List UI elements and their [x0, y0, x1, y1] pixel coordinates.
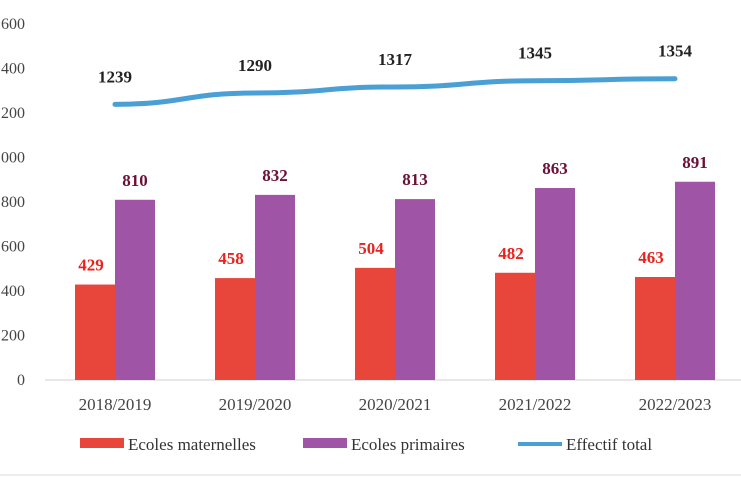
data-label-maternelles: 429 [78, 256, 104, 275]
data-label-primaires: 891 [682, 153, 708, 172]
y-tick-label: 1600 [0, 16, 25, 33]
bar-primaires [535, 187, 575, 380]
y-tick-label: 1000 [0, 150, 25, 167]
x-tick-label: 2018/2019 [79, 395, 152, 414]
legend-swatch-primaires [303, 438, 347, 448]
data-label-total: 1354 [658, 42, 693, 61]
bars-group: 429 810 458 832 504 813 482 863 463 891 [75, 153, 715, 380]
data-label-total: 1239 [98, 67, 132, 86]
bar-primaires [115, 199, 155, 380]
data-label-maternelles: 463 [638, 248, 664, 267]
bar-primaires [675, 181, 715, 380]
bar-primaires [255, 194, 295, 380]
data-label-maternelles: 458 [218, 249, 244, 268]
y-tick-label: 0 [17, 372, 25, 389]
legend-swatch-maternelles [80, 438, 124, 448]
y-tick-label: 1400 [0, 61, 25, 78]
line-effectif-total [112, 76, 678, 107]
y-tick-label: 400 [1, 283, 25, 300]
data-label-total: 1290 [238, 56, 272, 75]
x-tick-label: 2022/2023 [639, 395, 712, 414]
data-label-maternelles: 504 [358, 239, 384, 258]
bar-maternelles [355, 267, 395, 380]
y-tick-label: 1200 [0, 105, 25, 122]
bar-maternelles [75, 284, 115, 380]
data-label-total: 1317 [378, 50, 413, 69]
data-label-maternelles: 482 [498, 244, 524, 263]
legend-label-maternelles: Ecoles maternelles [128, 435, 256, 454]
total-line-group: 1239 1290 1317 1345 1354 [98, 42, 693, 107]
y-tick-label: 200 [1, 328, 25, 345]
data-label-primaires: 813 [402, 170, 428, 189]
data-label-primaires: 863 [542, 159, 568, 178]
bar-maternelles [215, 278, 255, 380]
x-tick-label: 2021/2022 [499, 395, 572, 414]
bar-maternelles [495, 272, 535, 380]
bar-primaires [395, 199, 435, 380]
x-tick-label: 2020/2021 [359, 395, 432, 414]
legend-label-total: Effectif total [566, 435, 652, 454]
y-axis: 0 200 400 600 800 1000 1200 1400 1600 [0, 16, 25, 389]
data-label-primaires: 810 [122, 171, 148, 190]
x-axis: 2018/2019 2019/2020 2020/2021 2021/2022 2022… [79, 395, 712, 414]
data-label-total: 1345 [518, 44, 552, 63]
bar-maternelles [635, 276, 675, 380]
x-tick-label: 2019/2020 [219, 395, 292, 414]
y-tick-label: 800 [1, 194, 25, 211]
y-tick-label: 600 [1, 239, 25, 256]
legend: Ecoles maternelles Ecoles primaires Effe… [80, 435, 652, 454]
data-label-primaires: 832 [262, 166, 288, 185]
legend-label-primaires: Ecoles primaires [351, 435, 465, 454]
